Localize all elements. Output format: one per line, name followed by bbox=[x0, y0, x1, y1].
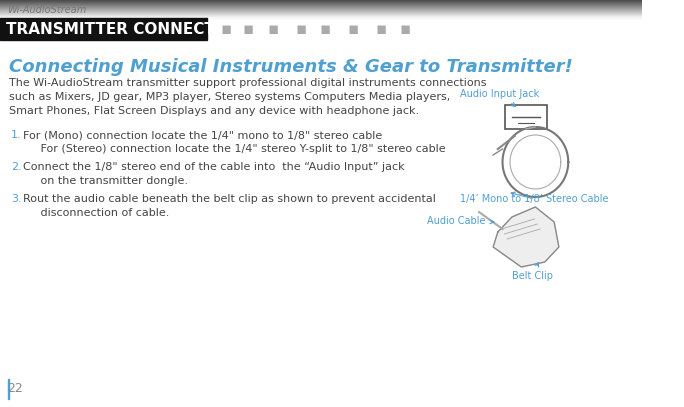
Text: ▪: ▪ bbox=[296, 20, 307, 38]
Bar bbox=[0, 2, 642, 3]
Bar bbox=[0, 17, 642, 18]
Bar bbox=[0, 11, 642, 12]
Bar bbox=[0, 1, 642, 2]
Text: Connecting Musical Instruments & Gear to Transmitter!: Connecting Musical Instruments & Gear to… bbox=[10, 58, 573, 76]
Text: Rout the audio cable beneath the belt clip as shown to prevent accidental
     d: Rout the audio cable beneath the belt cl… bbox=[23, 194, 436, 218]
Bar bbox=[0, 4, 642, 5]
Text: The Wi-AudioStream transmitter support professional digital instruments connecti: The Wi-AudioStream transmitter support p… bbox=[10, 78, 487, 116]
Text: Audio Cable: Audio Cable bbox=[428, 216, 494, 226]
Text: Audio Input Jack: Audio Input Jack bbox=[460, 89, 540, 107]
Bar bbox=[505, 105, 547, 129]
Bar bbox=[0, 3, 642, 4]
Text: Connect the 1/8" stereo end of the cable into  the “Audio Input” jack
     on th: Connect the 1/8" stereo end of the cable… bbox=[23, 162, 404, 186]
Text: For (Mono) connection locate the 1/4" mono to 1/8" stereo cable
     For (Stereo: For (Mono) connection locate the 1/4" mo… bbox=[23, 130, 445, 154]
Bar bbox=[0, 7, 642, 8]
Text: 22: 22 bbox=[8, 382, 23, 395]
Text: ▪: ▪ bbox=[376, 20, 387, 38]
Bar bbox=[0, 13, 642, 14]
Bar bbox=[0, 18, 207, 40]
Text: 3.: 3. bbox=[11, 194, 22, 204]
Bar bbox=[0, 6, 642, 7]
Text: ▪: ▪ bbox=[242, 20, 254, 38]
Text: ▪: ▪ bbox=[319, 20, 330, 38]
Text: Wi-AudioStream: Wi-AudioStream bbox=[8, 5, 87, 15]
Bar bbox=[0, 0, 642, 1]
Text: ▪: ▪ bbox=[347, 20, 359, 38]
Bar bbox=[8, 379, 10, 399]
Text: ▪: ▪ bbox=[399, 20, 410, 38]
Bar bbox=[0, 8, 642, 9]
Bar bbox=[0, 10, 642, 11]
Text: 1/4’ Mono to 1/8’ Stereo Cable: 1/4’ Mono to 1/8’ Stereo Cable bbox=[460, 192, 609, 204]
Bar bbox=[0, 14, 642, 15]
Text: Belt Clip: Belt Clip bbox=[512, 263, 553, 281]
Bar bbox=[0, 5, 642, 6]
Text: ▪: ▪ bbox=[267, 20, 279, 38]
Polygon shape bbox=[493, 207, 559, 267]
Text: TRANSMITTER CONNECTION: TRANSMITTER CONNECTION bbox=[5, 22, 246, 37]
Bar bbox=[0, 15, 642, 16]
Text: 2.: 2. bbox=[11, 162, 22, 172]
Bar bbox=[0, 16, 642, 17]
Text: 1.: 1. bbox=[11, 130, 22, 140]
Bar bbox=[0, 9, 642, 10]
Bar bbox=[0, 12, 642, 13]
Text: ▪: ▪ bbox=[221, 20, 232, 38]
